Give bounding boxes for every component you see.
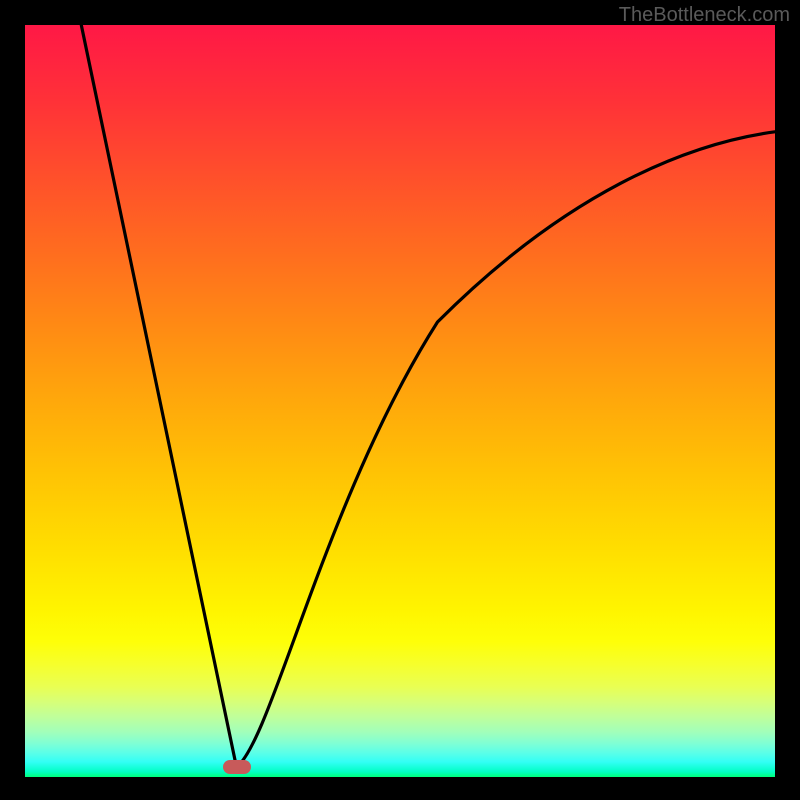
optimum-marker xyxy=(223,760,251,774)
bottleneck-curve xyxy=(25,25,775,777)
chart-container: TheBottleneck.com xyxy=(0,0,800,800)
watermark-text: TheBottleneck.com xyxy=(619,4,790,27)
plot-area xyxy=(25,25,775,777)
